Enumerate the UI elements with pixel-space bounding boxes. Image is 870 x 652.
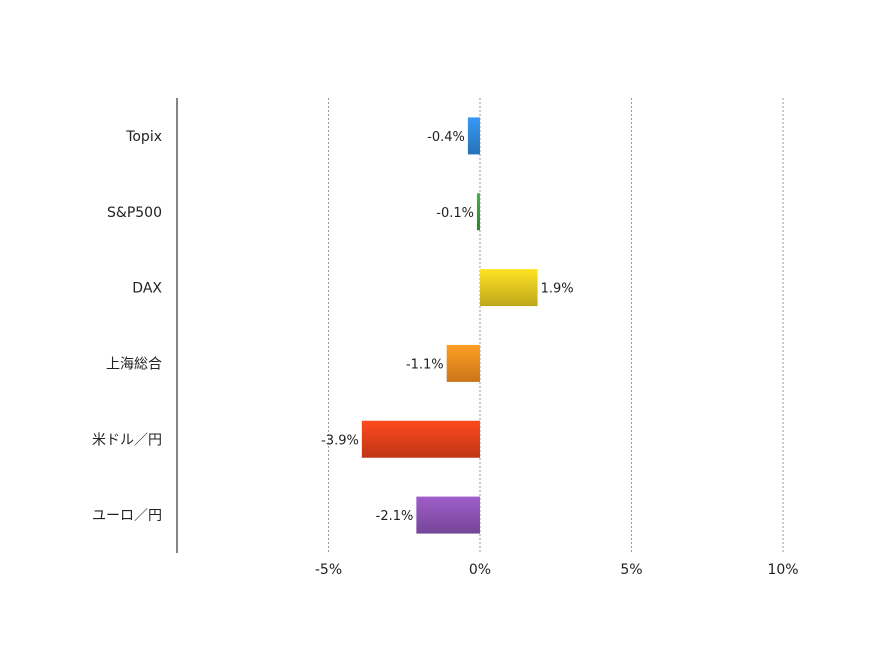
bar [416, 496, 480, 534]
bar [446, 344, 480, 382]
x-tick-label: 10% [767, 562, 798, 578]
bar [476, 193, 480, 231]
data-label: -1.1% [406, 357, 444, 372]
category-label: ユーロ／円 [92, 508, 162, 524]
category-label: S&P500 [107, 205, 162, 221]
bar [480, 269, 538, 307]
category-label: 米ドル／円 [92, 432, 162, 448]
grid-lines [328, 98, 784, 553]
bar [467, 117, 480, 155]
data-label: -3.9% [321, 433, 359, 448]
x-tick-label: 0% [469, 562, 491, 578]
category-label: 上海総合 [106, 356, 162, 372]
data-label: 1.9% [541, 282, 574, 297]
category-label: DAX [132, 281, 162, 297]
labels: -5% 0% 5% 10% Topix -0.4% S&P500 -0.1% DAX 1.9% 上海… [92, 129, 799, 578]
bars [361, 117, 538, 534]
data-label: -2.1% [376, 509, 414, 524]
data-label: -0.4% [427, 130, 465, 145]
x-tick-label: -5% [315, 562, 342, 578]
data-label: -0.1% [436, 206, 474, 221]
category-label: Topix [125, 129, 162, 145]
x-tick-label: 5% [620, 562, 642, 578]
bar [361, 420, 480, 458]
